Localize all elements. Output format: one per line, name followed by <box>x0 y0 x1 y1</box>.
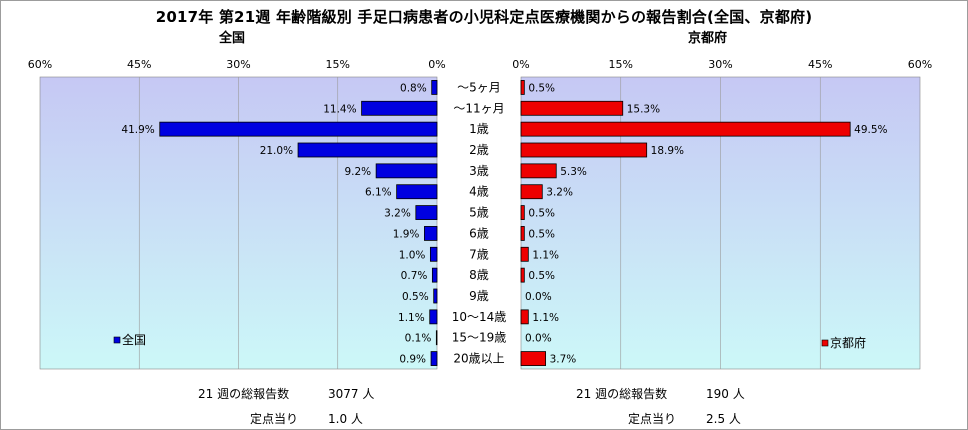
kyoto-data-label: 0.0% <box>525 291 552 303</box>
kyoto-data-label: 18.9% <box>651 145 684 157</box>
left-x-tick-label: 60% <box>28 58 52 71</box>
population-pyramid-chart: 60% 45% 30% 15% 0% 0% 15% 30% 45% 60% 〜5ヶ月 0.8% 0.5… <box>28 58 932 370</box>
kyoto-bar <box>520 309 529 325</box>
national-data-label: 21.0% <box>260 145 293 157</box>
national-bar <box>297 142 438 158</box>
national-bar <box>396 184 438 200</box>
national-bar <box>415 205 438 220</box>
national-bar <box>429 309 438 325</box>
kyoto-bar <box>520 80 525 95</box>
kyoto-bar <box>520 163 557 179</box>
kyoto-bar <box>520 100 624 116</box>
kyoto-total-value: 190 人 <box>706 387 745 401</box>
national-data-label: 0.1% <box>405 333 432 345</box>
right-x-tick-label: 60% <box>908 58 932 71</box>
left-panel-title: 全国 <box>219 31 246 46</box>
national-bar <box>361 100 438 116</box>
left-x-tick-label: 30% <box>226 58 250 71</box>
right-x-tick-label: 15% <box>609 58 633 71</box>
chart-title: 2017年 第21週 年齢階級別 手足口病患者の小児科定点医療機関からの報告割合… <box>155 8 813 26</box>
national-bar <box>375 163 438 179</box>
left-x-tick-label: 45% <box>127 58 151 71</box>
legend-swatch-national <box>113 336 121 344</box>
kyoto-per-value: 2.5 人 <box>706 412 741 426</box>
national-data-label: 0.8% <box>400 82 427 94</box>
national-data-label: 9.2% <box>344 166 371 178</box>
right-panel-title: 京都府 <box>688 31 728 46</box>
category-label: 15〜19歳 <box>452 331 507 345</box>
category-label: 20歳以上 <box>453 352 504 366</box>
kyoto-data-label: 3.7% <box>550 354 577 366</box>
left-x-tick-label: 15% <box>326 58 350 71</box>
kyoto-data-label: 49.5% <box>854 124 887 136</box>
kyoto-data-label: 1.1% <box>532 312 559 324</box>
category-label: 〜11ヶ月 <box>453 101 504 115</box>
category-label: 10〜14歳 <box>452 310 507 324</box>
kyoto-bar <box>520 351 547 366</box>
legend-label-national: 全国 <box>122 332 146 347</box>
national-data-label: 0.5% <box>402 291 429 303</box>
national-bar <box>435 330 438 346</box>
category-label: 5歳 <box>469 206 489 220</box>
kyoto-bar <box>520 142 648 158</box>
legend-swatch-kyoto <box>821 339 829 347</box>
national-data-label: 1.0% <box>399 249 426 261</box>
kyoto-bar <box>520 267 525 283</box>
national-bar <box>433 288 438 304</box>
national-bar <box>430 351 438 366</box>
national-data-label: 6.1% <box>365 187 392 199</box>
left-x-tick-label: 0% <box>428 58 445 71</box>
national-bar <box>424 226 438 241</box>
national-total-value: 3077 人 <box>328 387 375 401</box>
kyoto-data-label: 0.5% <box>528 270 555 282</box>
national-bar <box>429 246 438 262</box>
national-data-label: 0.9% <box>399 354 426 366</box>
national-data-label: 3.2% <box>384 208 411 220</box>
kyoto-data-label: 0.5% <box>528 228 555 240</box>
right-x-tick-label: 30% <box>708 58 732 71</box>
right-x-tick-label: 45% <box>808 58 832 71</box>
kyoto-data-label: 1.1% <box>532 249 559 261</box>
category-label: 3歳 <box>469 164 489 178</box>
national-bar <box>159 121 438 137</box>
national-per-value: 1.0 人 <box>328 412 363 426</box>
kyoto-data-label: 0.5% <box>528 82 555 94</box>
kyoto-data-label: 0.5% <box>528 208 555 220</box>
kyoto-data-label: 3.2% <box>546 187 573 199</box>
kyoto-bar <box>520 246 529 262</box>
right-x-tick-label: 0% <box>512 58 529 71</box>
category-label: 6歳 <box>469 226 489 240</box>
category-label: 9歳 <box>469 289 489 303</box>
national-data-label: 1.1% <box>398 312 425 324</box>
kyoto-data-label: 0.0% <box>525 333 552 345</box>
kyoto-data-label: 15.3% <box>627 103 660 115</box>
category-label: 8歳 <box>469 268 489 282</box>
national-bar <box>431 267 438 283</box>
category-label: 4歳 <box>469 185 489 199</box>
national-total-label: 21 週の総報告数 <box>198 387 290 401</box>
national-data-label: 41.9% <box>121 124 154 136</box>
category-label: 〜5ヶ月 <box>457 80 501 94</box>
kyoto-bar <box>520 184 543 200</box>
national-bar <box>431 80 438 95</box>
kyoto-bar <box>520 121 851 137</box>
legend-label-kyoto: 京都府 <box>830 335 866 350</box>
kyoto-bar <box>520 226 525 241</box>
category-label: 7歳 <box>469 247 489 261</box>
national-data-label: 11.4% <box>323 103 356 115</box>
national-per-label: 定点当り <box>250 412 299 426</box>
category-label: 1歳 <box>469 122 489 136</box>
category-label: 2歳 <box>469 143 489 157</box>
national-data-label: 0.7% <box>401 270 428 282</box>
kyoto-bar <box>520 205 525 220</box>
kyoto-total-label: 21 週の総報告数 <box>576 387 668 401</box>
kyoto-per-label: 定点当り <box>628 412 677 426</box>
kyoto-data-label: 5.3% <box>560 166 587 178</box>
national-data-label: 1.9% <box>393 228 420 240</box>
